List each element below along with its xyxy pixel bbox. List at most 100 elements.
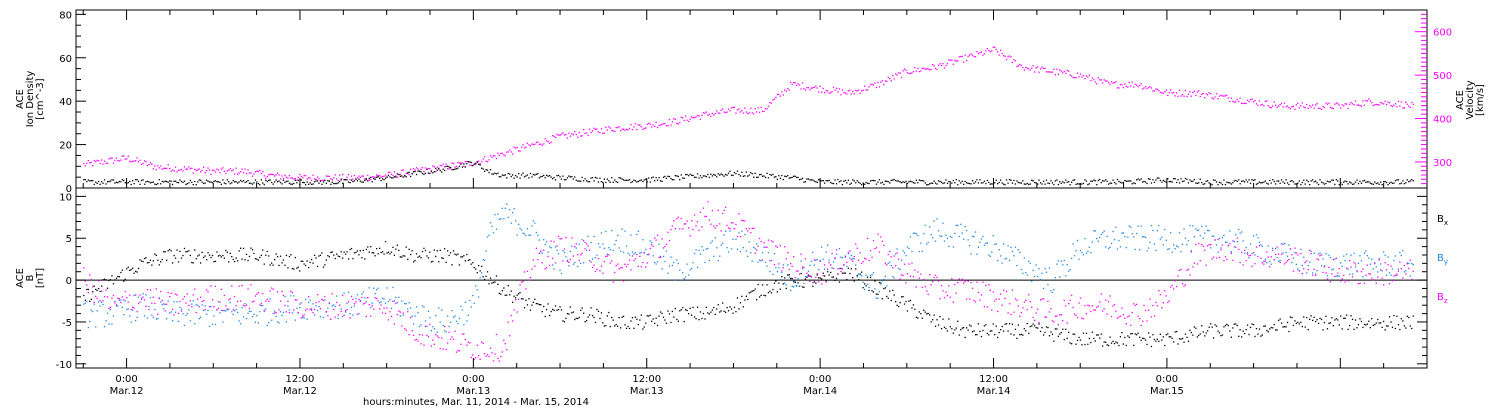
x-tick-time-label: 0:00: [809, 374, 831, 385]
velocity-series-point: [495, 157, 498, 160]
bz-series-point: [673, 220, 675, 222]
bz-series-point: [812, 281, 814, 284]
velocity-series-point: [818, 91, 820, 93]
density-series-point: [294, 179, 296, 181]
bz-series-point: [133, 307, 135, 309]
bz-series-point: [569, 258, 571, 260]
bx-series-point: [1411, 327, 1413, 330]
bz-series-point: [532, 259, 534, 261]
by-series-point: [206, 313, 208, 315]
bx-series-point: [825, 280, 827, 282]
by-series-point: [954, 232, 956, 235]
bz-series-point: [245, 304, 248, 306]
bx-series-point: [722, 302, 724, 304]
bx-series-point: [371, 252, 373, 254]
by-series-point: [1178, 232, 1181, 234]
density-series-point: [1283, 182, 1286, 184]
density-series-point: [344, 179, 347, 181]
bottom-left-axis-label-line: ACE: [15, 268, 26, 288]
bx-series-point: [658, 315, 660, 317]
bx-series-point: [934, 325, 937, 327]
velocity-series-point: [1301, 102, 1303, 104]
bx-series-point: [368, 251, 370, 253]
bz-series-point: [1073, 313, 1076, 315]
bx-series-point: [192, 262, 194, 264]
by-series-point: [693, 252, 696, 255]
bz-series-point: [986, 306, 988, 308]
velocity-series-point: [1312, 104, 1314, 106]
bz-series-point: [899, 278, 901, 280]
bz-series-point: [803, 266, 805, 269]
bx-series-point: [583, 312, 585, 314]
by-series-point: [756, 243, 758, 245]
bx-series-point: [853, 280, 855, 282]
density-series-point: [1008, 179, 1011, 181]
bz-series-point: [634, 258, 637, 260]
by-series-point: [874, 288, 876, 290]
bx-series-point: [534, 298, 536, 300]
bz-series-point: [167, 291, 169, 294]
velocity-series-point: [1295, 104, 1297, 106]
bz-series-point: [577, 254, 579, 256]
bz-series-point: [231, 285, 233, 287]
density-series-point: [1229, 182, 1231, 184]
density-series-point: [1402, 180, 1404, 182]
by-series-point: [1351, 273, 1354, 275]
bz-series-point: [1309, 249, 1311, 251]
bz-series-point: [1270, 256, 1272, 258]
top-right-tick-label: 500: [1433, 71, 1452, 82]
bx-series-point: [600, 312, 603, 314]
top-left-axis-label-line: Ion Density: [25, 71, 36, 128]
bx-series-point: [880, 282, 882, 284]
bx-series-point: [1048, 335, 1051, 337]
by-series-point: [1381, 270, 1383, 272]
velocity-series-point: [835, 87, 838, 90]
bz-series-point: [1062, 320, 1064, 322]
velocity-series-point: [881, 80, 883, 82]
velocity-series-point: [1176, 92, 1178, 94]
velocity-series-point: [1115, 81, 1117, 83]
bz-series-point: [995, 298, 997, 300]
density-series-point: [1332, 179, 1334, 181]
by-series-point: [1119, 246, 1122, 248]
density-series-point: [364, 179, 366, 181]
by-series-point: [352, 314, 354, 316]
bx-series-point: [587, 316, 589, 318]
by-series-point: [396, 302, 398, 304]
density-series-point: [1244, 181, 1246, 183]
top-left-axis-label: ACE Ion Density [cm^-3]: [15, 71, 46, 128]
velocity-series-point: [164, 167, 166, 169]
bz-series-point: [1294, 247, 1296, 249]
velocity-series-point: [157, 165, 159, 167]
bx-series-point: [1260, 335, 1262, 337]
velocity-series-point: [1397, 100, 1400, 102]
bx-series-point: [254, 258, 257, 260]
velocity-series-point: [1007, 56, 1009, 58]
velocity-series-point: [498, 154, 500, 157]
bz-series-point: [389, 311, 391, 313]
x-tick-date-label: Mar.14: [803, 386, 837, 397]
bottom-left-axis-label-line: B: [25, 274, 36, 281]
velocity-series-point: [1210, 93, 1212, 95]
bz-series-point: [1187, 268, 1190, 271]
density-series-point: [1221, 183, 1224, 186]
by-series-point: [1008, 259, 1011, 262]
bx-series-point: [1116, 342, 1119, 344]
by-series-point: [393, 300, 395, 302]
density-series-point: [519, 177, 521, 179]
velocity-series-point: [151, 163, 153, 165]
by-series-point: [1388, 272, 1391, 274]
bz-series-point: [929, 274, 931, 276]
by-series-point: [1128, 225, 1130, 227]
bz-series-point: [237, 300, 239, 302]
bx-series-point: [813, 281, 815, 283]
by-series-point: [1026, 274, 1028, 276]
bz-series-point: [1060, 314, 1062, 316]
bz-series-point: [856, 247, 858, 249]
density-series-point: [835, 183, 838, 185]
bx-series-point: [1192, 334, 1194, 336]
bx-series-point: [297, 266, 299, 268]
bx-series-point: [1371, 318, 1373, 320]
density-series-point: [349, 182, 351, 184]
